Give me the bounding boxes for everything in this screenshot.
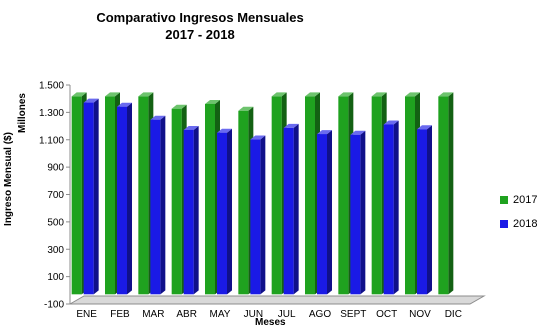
x-tick-label: JUL (278, 309, 296, 320)
bar-2017-DIC (438, 96, 449, 295)
bar-2018-MAR (150, 119, 161, 295)
bar-2018-JUL (283, 127, 294, 295)
bar-2017-NOV (405, 96, 415, 295)
bar-2018-SEPT (350, 134, 361, 295)
bar-side-2018-ABR (193, 125, 199, 295)
bar-side-2018-SEPT (360, 130, 366, 295)
bar-side-2018-FEB (127, 102, 132, 295)
x-tick-label: SEPT (340, 309, 366, 320)
bar-top-2018-JUN (250, 135, 266, 140)
bar-top-2017-AGO (305, 92, 320, 97)
bar-top-2018-MAR (150, 115, 166, 120)
bar-side-2018-AGO (327, 130, 332, 295)
x-tick-label: FEB (110, 309, 130, 320)
bar-top-2018-FEB (117, 102, 132, 107)
bar-top-2018-NOV (417, 125, 432, 130)
y-tick-label: 700 (47, 190, 64, 201)
bar-top-2017-MAR (138, 92, 154, 97)
y-tick-label: 500 (47, 217, 64, 228)
x-tick-label: MAR (142, 309, 164, 320)
bar-top-2018-AGO (317, 130, 332, 135)
y-tick-label: 1.500 (39, 81, 64, 92)
bar-2017-MAR (138, 96, 149, 295)
y-tick-label: 1.100 (39, 135, 64, 146)
bar-top-2017-ABR (171, 104, 187, 109)
bar-side-2018-ENE (93, 98, 99, 295)
bar-2018-FEB (117, 106, 127, 295)
bar-top-2018-ABR (183, 125, 199, 130)
x-tick-label: JUN (244, 309, 263, 320)
y-tick-label: 300 (47, 245, 64, 256)
legend-swatch-2018 (500, 220, 508, 228)
bar-2017-FEB (105, 96, 115, 295)
bar-2017-OCT (371, 96, 382, 295)
x-tick-label: ENE (76, 309, 97, 320)
legend: 2017 2018 (500, 192, 537, 240)
bar-top-2017-SEPT (338, 92, 354, 97)
bar-top-2017-FEB (105, 92, 120, 97)
bar-2018-OCT (383, 124, 394, 295)
legend-label-2018: 2018 (513, 218, 538, 230)
bar-2018-ABR (183, 129, 194, 295)
bar-2018-NOV (417, 129, 427, 295)
x-tick-label: ABR (176, 309, 197, 320)
bar-top-2017-DIC (438, 92, 454, 97)
x-tick-label: OCT (376, 309, 397, 320)
bar-2018-JUN (250, 139, 261, 295)
y-tick-label: 100 (47, 272, 64, 283)
bar-top-2017-JUN (238, 106, 254, 111)
legend-item-2018: 2018 (500, 216, 537, 232)
legend-label-2017: 2017 (513, 194, 538, 206)
bar-top-2017-NOV (405, 92, 420, 97)
bar-2018-MAY (217, 132, 227, 295)
bar-2018-AGO (317, 134, 327, 295)
bar-2017-AGO (305, 96, 315, 295)
bar-top-2017-ENE (71, 92, 87, 97)
bar-side-2018-JUN (260, 135, 266, 295)
x-tick-label: DIC (445, 309, 462, 320)
bar-top-2017-OCT (371, 92, 387, 97)
y-tick-label: 900 (47, 163, 64, 174)
legend-item-2017: 2017 (500, 192, 537, 208)
chart-title-line1: Comparativo Ingresos Mensuales (96, 10, 304, 25)
x-tick-label: MAY (210, 309, 231, 320)
bar-2017-SEPT (338, 96, 349, 295)
bar-top-2018-MAY (217, 128, 232, 133)
bar-2017-JUN (238, 110, 249, 295)
bar-2017-MAY (205, 103, 215, 295)
legend-swatch-2017 (500, 196, 508, 204)
chart-title-line2: 2017 - 2018 (165, 27, 235, 42)
bar-side-2017-DIC (448, 92, 454, 295)
bar-2018-ENE (83, 102, 94, 295)
x-tick-label: AGO (309, 309, 331, 320)
bar-2017-ENE (71, 96, 82, 295)
bar-top-2018-JUL (283, 123, 299, 128)
bar-top-2018-OCT (383, 120, 399, 125)
x-axis-label: Meses (255, 317, 286, 328)
chart-title: Comparativo Ingresos Mensuales 2017 - 20… (0, 9, 400, 43)
bar-top-2017-MAY (205, 99, 220, 104)
bar-top-2017-JUL (271, 92, 287, 97)
bar-side-2018-MAR (160, 115, 166, 295)
chart-floor (68, 295, 486, 305)
y-tick-label: -100 (44, 300, 64, 311)
x-tick-label: NOV (409, 309, 431, 320)
bar-2017-JUL (271, 96, 282, 295)
bar-side-2018-JUL (293, 123, 299, 295)
bar-side-2018-MAY (227, 128, 232, 295)
bar-top-2018-ENE (83, 98, 99, 103)
y-tick-label: 1.300 (39, 108, 64, 119)
bar-top-2018-SEPT (350, 130, 366, 135)
bar-2017-ABR (171, 108, 182, 295)
bar-side-2018-NOV (427, 125, 432, 295)
bar-side-2018-OCT (393, 120, 399, 295)
